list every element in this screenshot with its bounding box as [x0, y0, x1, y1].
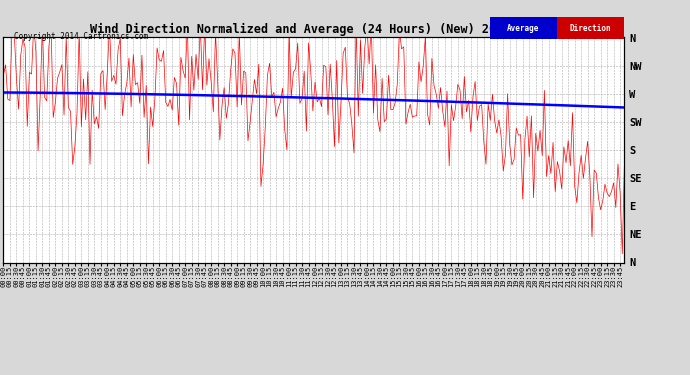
Text: Copyright 2014 Cartronics.com: Copyright 2014 Cartronics.com: [14, 32, 148, 41]
Title: Wind Direction Normalized and Average (24 Hours) (New) 20140502: Wind Direction Normalized and Average (2…: [90, 23, 538, 36]
Bar: [490, 17, 558, 39]
Text: Average: Average: [507, 24, 540, 33]
Text: Direction: Direction: [570, 24, 611, 33]
Bar: [558, 17, 624, 39]
